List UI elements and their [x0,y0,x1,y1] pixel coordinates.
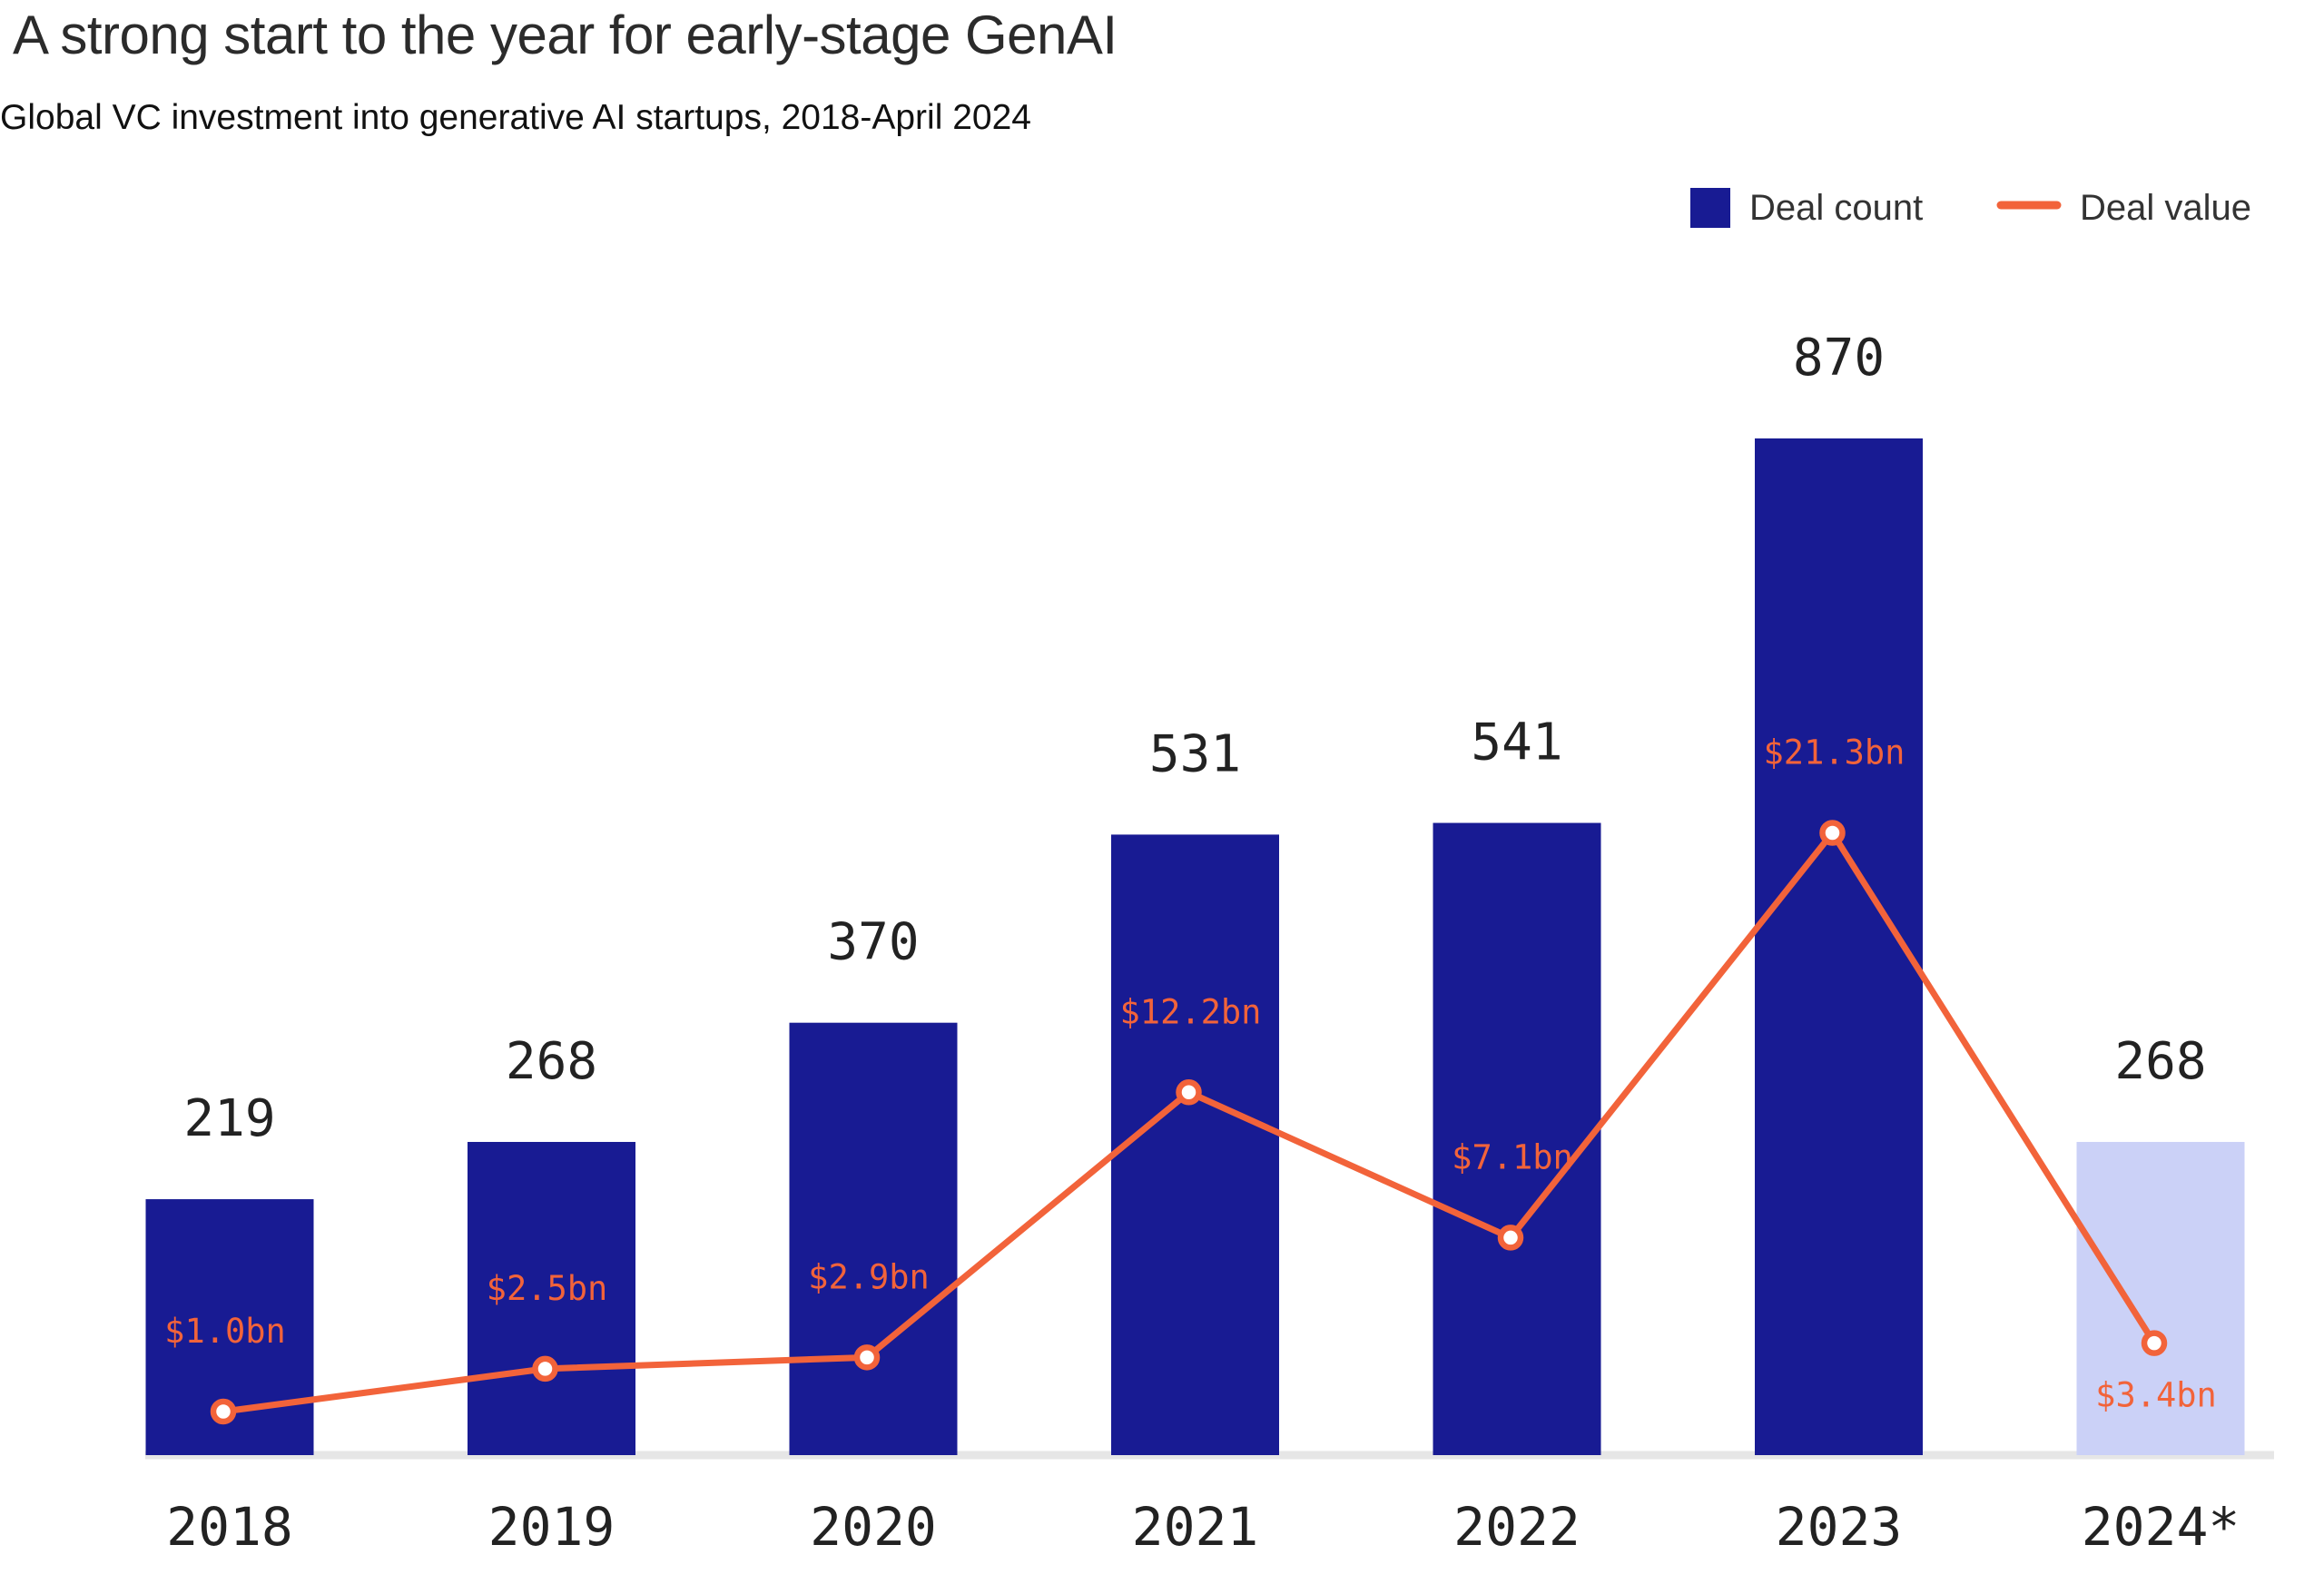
deal-value-point-2020 [853,1344,881,1371]
bar-2020 [789,1022,958,1455]
value-label-2018: $1.0bn [164,1312,286,1351]
data-labels: 219 2018 268 2019 370 2020 531 2021 541 2022 870 20… [164,329,2240,1558]
legend-label-deal-value: Deal value [2080,188,2251,228]
bar-2019 [468,1141,635,1455]
x-tick-2023: 2023 [1776,1496,1903,1558]
bar-2022 [1433,822,1601,1455]
count-label-2021: 531 [1149,724,1241,783]
legend-swatch-deal-count [1690,188,1730,228]
deal-value-point-2024 [2141,1330,2168,1356]
value-label-2019: $2.5bn [487,1269,608,1308]
count-label-2024: 268 [2114,1032,2206,1091]
x-tick-2022: 2022 [1453,1496,1581,1558]
value-label-2022: $7.1bn [1452,1137,1573,1176]
count-label-2019: 268 [506,1032,597,1091]
deal-value-point-2023 [1819,820,1846,846]
deal-value-point-2021 [1176,1079,1202,1106]
bar-2024 [2076,1141,2245,1455]
count-label-2018: 219 [183,1089,275,1148]
count-label-2020: 370 [827,913,919,972]
value-label-2024: $3.4bn [2095,1376,2217,1415]
count-label-2023: 870 [1793,329,1885,388]
bar-2021 [1111,834,1279,1455]
chart-title: A strong start to the year for early-sta… [13,5,1118,65]
legend: Deal count Deal value [1690,188,2251,228]
count-label-2022: 541 [1471,713,1562,772]
deal-value-point-2019 [532,1355,558,1382]
legend-label-deal-count: Deal count [1749,188,1923,228]
deal-value-point-2018 [210,1398,237,1425]
value-label-2020: $2.9bn [808,1257,930,1296]
line-series [210,820,2168,1425]
x-tick-2024: 2024* [2082,1496,2240,1558]
x-tick-2021: 2021 [1132,1496,1259,1558]
value-label-2021: $12.2bn [1120,992,1262,1031]
chart-subtitle: Global VC investment into generative AI … [0,98,1031,137]
x-tick-2018: 2018 [166,1496,293,1558]
bar-series [145,438,2245,1455]
deal-value-point-2022 [1497,1225,1524,1251]
value-label-2023: $21.3bn [1764,733,1905,772]
x-tick-2019: 2019 [488,1496,615,1558]
x-tick-2020: 2020 [810,1496,937,1558]
bar-2023 [1755,438,1923,1455]
